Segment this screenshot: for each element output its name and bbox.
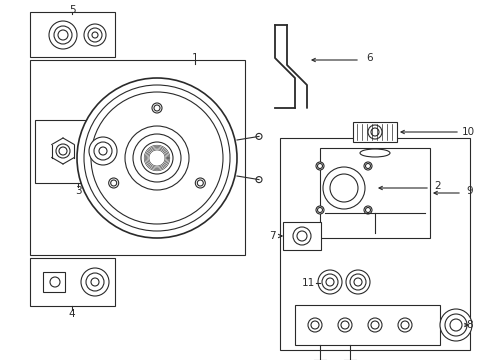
Circle shape — [77, 78, 237, 238]
Circle shape — [50, 277, 60, 287]
Text: 10: 10 — [461, 127, 473, 137]
Circle shape — [195, 178, 205, 188]
Text: 3: 3 — [75, 186, 81, 196]
Circle shape — [323, 167, 364, 209]
Bar — [283, 222, 320, 250]
Circle shape — [367, 318, 381, 332]
Circle shape — [315, 206, 324, 214]
Bar — [30, 60, 244, 255]
Text: 8: 8 — [466, 320, 472, 330]
Bar — [35, 120, 125, 183]
Bar — [43, 272, 65, 292]
Circle shape — [439, 309, 471, 341]
Text: 4: 4 — [68, 309, 75, 319]
Text: 1: 1 — [191, 53, 198, 63]
Ellipse shape — [359, 149, 389, 157]
Text: 2: 2 — [434, 181, 440, 191]
Circle shape — [317, 270, 341, 294]
Circle shape — [49, 21, 77, 49]
Circle shape — [363, 206, 371, 214]
Bar — [30, 12, 115, 57]
Circle shape — [125, 126, 189, 190]
Circle shape — [337, 318, 351, 332]
Circle shape — [363, 162, 371, 170]
Text: 6: 6 — [366, 53, 372, 63]
Circle shape — [256, 177, 262, 183]
Circle shape — [346, 270, 369, 294]
Circle shape — [89, 137, 117, 165]
Bar — [30, 258, 115, 306]
Text: 9: 9 — [466, 186, 472, 196]
Text: 7: 7 — [269, 231, 275, 241]
Bar — [312, 158, 374, 218]
Circle shape — [81, 268, 109, 296]
Bar — [319, 148, 429, 238]
Text: 5: 5 — [68, 5, 75, 15]
Bar — [352, 122, 396, 142]
Bar — [294, 305, 439, 345]
Circle shape — [315, 162, 324, 170]
Circle shape — [307, 318, 321, 332]
Text: 11: 11 — [301, 278, 314, 288]
Bar — [280, 138, 469, 350]
Circle shape — [56, 144, 70, 158]
Circle shape — [256, 134, 262, 139]
Circle shape — [292, 227, 310, 245]
Circle shape — [108, 178, 119, 188]
Circle shape — [367, 125, 381, 139]
Circle shape — [84, 24, 106, 46]
Circle shape — [152, 103, 162, 113]
Circle shape — [397, 318, 411, 332]
